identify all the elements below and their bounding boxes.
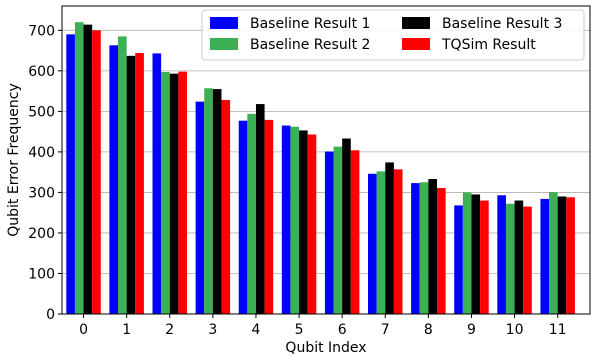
bar-series-0-cat-6 — [324, 151, 334, 314]
bar-series-3-cat-5 — [307, 134, 317, 314]
bar-series-2-cat-4 — [255, 104, 265, 314]
legend-label-3: TQSim Result — [441, 37, 536, 53]
bar-series-2-cat-2 — [169, 73, 179, 315]
x-tick-label-7: 7 — [381, 322, 390, 338]
bar-series-3-cat-0 — [92, 30, 101, 314]
bar-series-1-cat-3 — [204, 88, 213, 315]
bar-series-3-cat-7 — [393, 169, 403, 314]
axes — [61, 5, 591, 315]
y-tick-label-6: 600 — [28, 64, 55, 80]
bar-series-3-cat-1 — [135, 53, 144, 314]
y-tick-label-3: 300 — [28, 185, 55, 201]
bar-series-2-cat-1 — [126, 55, 136, 314]
bar-series-0-cat-4 — [238, 120, 248, 314]
y-tick-label-4: 400 — [28, 145, 55, 161]
bar-series-1-cat-1 — [118, 36, 127, 314]
legend-swatch-2 — [402, 17, 430, 29]
x-axis-label: Qubit Index — [285, 340, 366, 356]
bar-series-3-cat-3 — [221, 100, 231, 315]
bar-series-1-cat-5 — [290, 126, 300, 315]
bar-series-1-cat-4 — [247, 113, 256, 314]
x-tick-label-5: 5 — [295, 322, 304, 338]
plot-frame — [61, 5, 591, 315]
x-tick-label-3: 3 — [208, 322, 217, 338]
bar-series-0-cat-7 — [368, 173, 377, 314]
bar-series-1-cat-0 — [74, 22, 84, 315]
x-tick-label-6: 6 — [338, 322, 347, 338]
x-tick-label-0: 0 — [79, 322, 88, 338]
bar-series-3-cat-6 — [350, 150, 360, 314]
x-tick-label-9: 9 — [467, 322, 476, 338]
x-ticks: 0 1 2 3 4 5 6 7 8 9 10 11 — [79, 314, 567, 338]
bar-series-2-cat-7 — [385, 162, 394, 314]
bar-series-2-cat-10 — [514, 200, 524, 314]
y-ticks: 0 100 200 300 400 500 600 700 — [28, 23, 62, 323]
x-tick-label-8: 8 — [424, 322, 433, 338]
bars — [66, 22, 575, 315]
y-tick-label-0: 0 — [46, 307, 55, 323]
x-tick-label-11: 11 — [549, 322, 567, 338]
legend-swatch-3 — [402, 38, 430, 50]
y-tick-label-7: 700 — [28, 23, 55, 39]
x-tick-label-1: 1 — [122, 322, 131, 338]
bar-series-3-cat-11 — [566, 197, 575, 314]
bar-series-3-cat-10 — [523, 206, 532, 314]
x-tick-label-4: 4 — [251, 322, 260, 338]
bar-series-1-cat-6 — [333, 146, 343, 314]
bar-series-0-cat-3 — [195, 101, 205, 314]
legend-label-2: Baseline Result 3 — [442, 16, 562, 32]
bar-series-2-cat-5 — [299, 130, 308, 314]
legend-label-1: Baseline Result 2 — [250, 37, 370, 53]
bar-series-0-cat-8 — [411, 183, 420, 314]
y-axis-label: Qubit Error Frequency — [6, 83, 22, 237]
x-tick-label-10: 10 — [506, 322, 524, 338]
bar-series-1-cat-10 — [505, 203, 515, 314]
bar-series-2-cat-6 — [342, 138, 351, 314]
bar-series-3-cat-4 — [264, 119, 274, 314]
bar-series-3-cat-9 — [480, 200, 489, 314]
legend-swatch-1 — [210, 38, 238, 50]
legend: Baseline Result 1 Baseline Result 2 Baseli… — [201, 9, 585, 61]
bar-series-0-cat-0 — [66, 34, 75, 315]
y-tick-label-1: 100 — [28, 266, 55, 282]
y-tick-label-2: 200 — [28, 226, 55, 242]
legend-box — [201, 9, 585, 61]
bar-series-1-cat-7 — [376, 171, 386, 314]
legend-swatch-0 — [210, 17, 238, 29]
x-tick-label-2: 2 — [165, 322, 174, 338]
bar-series-0-cat-1 — [109, 45, 119, 315]
y-tick-label-5: 500 — [28, 104, 55, 120]
bar-series-1-cat-11 — [549, 192, 558, 314]
bar-series-2-cat-9 — [471, 194, 481, 314]
bar-series-2-cat-11 — [557, 196, 567, 314]
bar-series-1-cat-8 — [419, 182, 429, 314]
bar-series-3-cat-8 — [436, 187, 446, 314]
bar-series-0-cat-11 — [540, 198, 550, 314]
bar-series-0-cat-5 — [281, 125, 291, 314]
legend-label-0: Baseline Result 1 — [250, 16, 370, 32]
bar-series-3-cat-2 — [178, 71, 187, 315]
bar-series-2-cat-0 — [83, 24, 93, 314]
bar-series-0-cat-9 — [454, 205, 463, 314]
bar-series-1-cat-2 — [161, 72, 170, 314]
bar-series-1-cat-9 — [462, 192, 472, 314]
bar-series-0-cat-2 — [152, 53, 162, 315]
bar-series-2-cat-8 — [428, 179, 437, 314]
bar-series-0-cat-10 — [497, 195, 506, 314]
bar-series-2-cat-3 — [212, 89, 222, 314]
